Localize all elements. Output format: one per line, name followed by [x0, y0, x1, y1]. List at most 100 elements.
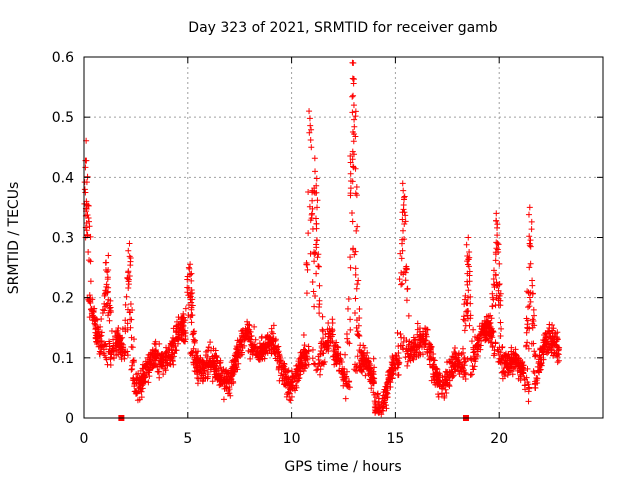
data-point: [229, 357, 236, 364]
data-point: [495, 348, 502, 355]
data-point: [350, 164, 357, 171]
data-point: [297, 354, 304, 361]
data-point: [346, 340, 353, 347]
data-point: [95, 343, 102, 350]
data-point: [308, 144, 315, 151]
y-tick-label: 0: [65, 411, 74, 427]
data-point: [312, 249, 319, 256]
data-point: [527, 298, 534, 305]
data-point: [526, 294, 533, 301]
data-point: [315, 363, 322, 370]
data-point: [495, 358, 502, 365]
data-point: [541, 337, 548, 344]
data-point: [126, 273, 133, 280]
data-point: [242, 335, 249, 342]
data-point: [436, 378, 443, 385]
data-point: [438, 383, 445, 390]
data-point: [524, 379, 531, 386]
data-point: [466, 248, 473, 255]
data-point: [333, 354, 340, 361]
data-point: [419, 351, 426, 358]
data-point: [344, 305, 351, 312]
data-point: [524, 325, 531, 332]
data-point: [461, 359, 468, 366]
data-point: [97, 349, 104, 356]
x-tick-label: 10: [283, 431, 301, 447]
data-point: [109, 345, 116, 352]
data-point: [487, 312, 494, 319]
data-point: [131, 336, 138, 343]
data-point: [329, 320, 336, 327]
data-point: [350, 163, 357, 170]
data-point: [427, 354, 434, 361]
data-point: [187, 261, 194, 268]
data-point: [490, 275, 497, 282]
data-point: [461, 354, 468, 361]
data-point: [223, 367, 230, 374]
data-point: [489, 303, 496, 310]
data-point: [494, 224, 501, 231]
data-point: [249, 351, 256, 358]
data-point: [310, 288, 317, 295]
data-point: [497, 333, 504, 340]
data-point: [434, 372, 441, 379]
data-point: [155, 368, 162, 375]
data-point: [347, 177, 354, 184]
data-point: [132, 390, 139, 397]
data-point: [247, 338, 254, 345]
data-point: [509, 364, 516, 371]
data-point: [453, 356, 460, 363]
data-point: [535, 367, 542, 374]
data-point: [86, 223, 93, 230]
data-point: [398, 334, 405, 341]
data-point: [476, 337, 483, 344]
data-point: [378, 399, 385, 406]
data-point: [244, 329, 251, 336]
data-point: [138, 388, 145, 395]
y-tick-label: 0.6: [52, 50, 74, 66]
data-point: [351, 116, 358, 123]
data-point: [554, 359, 561, 366]
data-point: [490, 352, 497, 359]
data-point: [525, 289, 532, 296]
data-point: [537, 362, 544, 369]
data-point: [379, 404, 386, 411]
data-point: [124, 320, 131, 327]
x-axis-title: GPS time / hours: [284, 459, 401, 475]
data-point: [307, 217, 314, 224]
data-point: [349, 109, 356, 116]
data-point: [295, 358, 302, 365]
data-point: [98, 337, 105, 344]
data-point: [355, 322, 362, 329]
data-point: [125, 285, 132, 292]
data-point: [489, 328, 496, 335]
data-point: [313, 241, 320, 248]
data-point: [353, 227, 360, 234]
data-point: [311, 303, 318, 310]
data-point: [459, 345, 466, 352]
data-point: [145, 379, 152, 386]
data-point: [115, 324, 122, 331]
data-point: [417, 337, 424, 344]
data-point: [382, 383, 389, 390]
data-point: [351, 151, 358, 158]
data-point: [382, 392, 389, 399]
data-point: [514, 367, 521, 374]
data-point: [530, 318, 537, 325]
data-point: [538, 347, 545, 354]
axis-ticks: 0 0.1 0.2 0.3 0.4 0.5 0.6 0 5 10 15 20: [52, 50, 603, 447]
data-point: [123, 293, 130, 300]
data-point: [519, 358, 526, 365]
data-point: [273, 346, 280, 353]
data-point: [329, 327, 336, 334]
data-point: [424, 348, 431, 355]
data-point: [456, 371, 463, 378]
data-point: [442, 386, 449, 393]
data-point: [280, 366, 287, 373]
data-point: [124, 348, 131, 355]
data-point: [401, 221, 408, 228]
y-tick-label: 0.3: [52, 231, 74, 247]
data-point: [351, 131, 358, 138]
data-point: [82, 189, 89, 196]
data-point: [386, 367, 393, 374]
